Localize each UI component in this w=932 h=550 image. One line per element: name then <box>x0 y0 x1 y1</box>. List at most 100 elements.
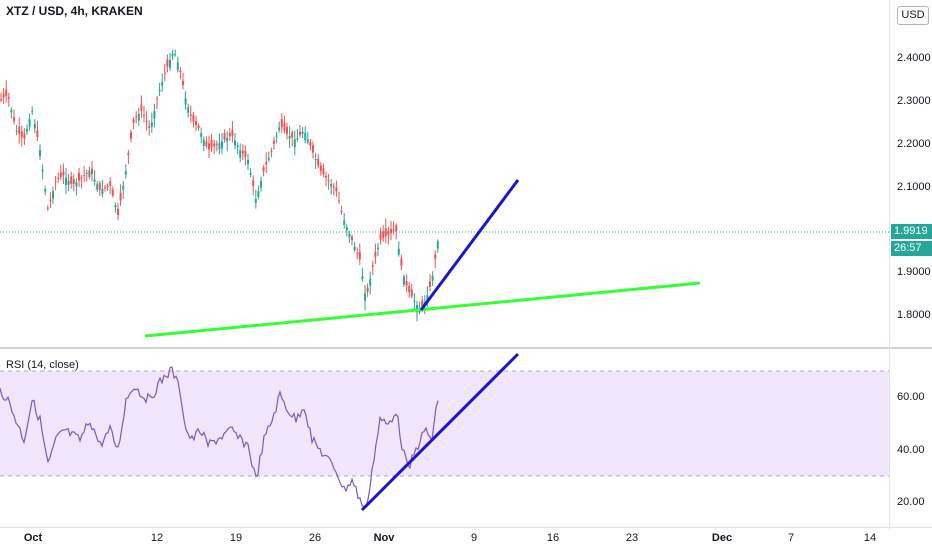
rsi-tick: 20.00 <box>897 496 925 508</box>
candle-body <box>80 177 83 179</box>
candle-body <box>221 141 223 149</box>
candle-body <box>174 54 177 55</box>
candle-body <box>218 142 221 150</box>
candle-body <box>189 114 192 116</box>
candle-body <box>176 62 179 71</box>
candle-body <box>241 150 244 154</box>
candle-body <box>5 89 8 97</box>
candle-body <box>410 289 413 297</box>
blue-trendline-price[interactable] <box>419 179 520 311</box>
candle-body <box>46 207 49 209</box>
candle-body <box>239 150 242 158</box>
candle-body <box>93 179 96 182</box>
price-tick: 2.3000 <box>897 95 931 107</box>
symbol-title[interactable]: XTZ / USD, 4h, KRAKEN <box>6 4 143 18</box>
candle-body <box>54 181 57 183</box>
candle-body <box>390 228 392 234</box>
candle-body <box>70 176 73 184</box>
candle-body <box>366 287 369 292</box>
candle-body <box>267 158 270 160</box>
candle-body <box>356 252 359 254</box>
candle-body <box>49 199 52 201</box>
candlestick-series <box>0 49 439 322</box>
candle-body <box>158 90 161 91</box>
candle-body <box>260 181 262 188</box>
candle-body <box>296 138 299 140</box>
currency-button[interactable]: USD <box>897 6 929 25</box>
candle-body <box>382 231 385 238</box>
candle-body <box>330 184 333 187</box>
time-label: 12 <box>150 532 164 544</box>
candle-body <box>228 132 231 137</box>
candle-body <box>387 230 390 235</box>
candle-body <box>114 205 117 208</box>
candle-body <box>145 120 148 122</box>
time-label: Dec <box>711 532 733 544</box>
rsi-title[interactable]: RSI (14, close) <box>6 359 79 371</box>
candle-body <box>36 130 39 137</box>
candle-body <box>148 126 151 128</box>
rsi-tick: 60.00 <box>897 391 925 403</box>
candle-body <box>327 180 330 182</box>
candle-body <box>163 72 166 74</box>
candle-body <box>348 233 351 238</box>
time-label: 14 <box>863 532 877 544</box>
candle-body <box>161 81 164 86</box>
candle-body <box>135 116 138 118</box>
price-tick: 1.9000 <box>897 266 931 278</box>
candle-body <box>184 98 187 105</box>
candle-body <box>343 220 346 225</box>
candle-body <box>309 141 312 146</box>
candle-body <box>143 114 145 116</box>
candle-body <box>431 276 434 281</box>
candle-body <box>231 130 234 136</box>
candle-body <box>361 276 364 280</box>
candle-body <box>111 189 114 196</box>
candle-body <box>275 135 278 137</box>
candle-body <box>293 139 296 148</box>
candle-body <box>182 80 184 85</box>
candle-body <box>301 131 304 134</box>
blue-trendline-rsi[interactable] <box>360 352 520 512</box>
candle-body <box>340 210 343 212</box>
candle-body <box>226 138 229 142</box>
price-tick: 2.2000 <box>897 138 931 150</box>
candle-body <box>78 172 80 181</box>
pane-divider[interactable] <box>0 347 932 349</box>
candle-body <box>278 127 281 131</box>
candle-body <box>205 141 208 146</box>
candle-body <box>215 144 218 146</box>
time-label: Oct <box>23 532 43 544</box>
candle-body <box>403 276 405 285</box>
candle-body <box>52 191 54 199</box>
candle-body <box>28 119 31 127</box>
candle-body <box>257 191 260 197</box>
candle-body <box>2 93 5 98</box>
candle-body <box>322 168 325 175</box>
candle-body <box>75 182 78 187</box>
candle-body <box>325 176 327 178</box>
price-tick: 2.4000 <box>897 52 931 64</box>
candle-body <box>109 181 112 186</box>
candle-body <box>413 300 416 302</box>
candle-body <box>249 173 252 175</box>
candle-body <box>270 150 273 152</box>
candle-body <box>265 162 268 165</box>
candle-body <box>280 119 283 128</box>
candle-body <box>83 175 86 177</box>
candle-body <box>130 132 132 139</box>
candle-body <box>223 133 226 140</box>
candle-body <box>371 265 374 267</box>
current-price-tag: 1.9919 <box>891 224 932 239</box>
candle-body <box>187 107 190 113</box>
candle-body <box>299 131 301 135</box>
candle-body <box>23 133 26 139</box>
candle-body <box>312 145 314 153</box>
candle-body <box>67 180 70 185</box>
candle-body <box>384 228 387 237</box>
time-label: 7 <box>787 532 795 544</box>
candle-body <box>20 131 23 138</box>
candle-body <box>434 254 437 259</box>
candle-body <box>26 128 28 132</box>
